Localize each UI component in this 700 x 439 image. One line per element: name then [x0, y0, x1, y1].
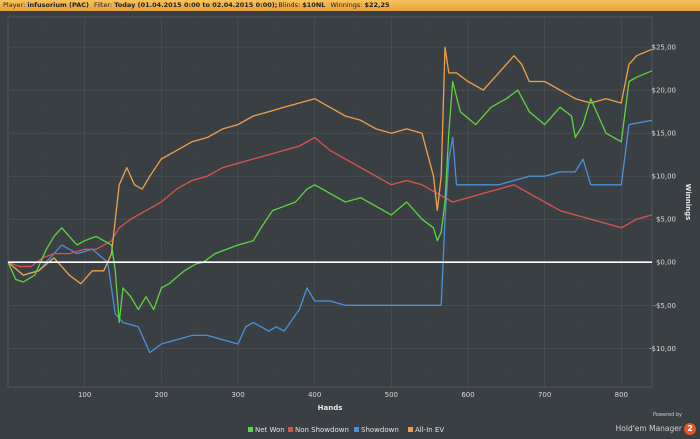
y-tick-label: $0,00: [656, 259, 676, 267]
filter-label: Filter:: [94, 1, 113, 9]
winnings-label: Winnings:: [330, 1, 363, 9]
filter-value: Today (01.04.2015 0:00 to 02.04.2015 0:0…: [114, 1, 278, 9]
header-bar: Player: infusorium (PAC) Filter: Today (01…: [0, 0, 700, 11]
legend-item-non-showdown[interactable]: Non Showdown: [288, 426, 349, 434]
player-label: Player:: [3, 1, 26, 9]
product-name: Hold'em Manager: [615, 424, 682, 433]
legend[interactable]: Net Won Non Showdown Showdown All-In EV: [248, 426, 444, 434]
series-line-all-in-ev: [7, 46, 653, 285]
y-tick-label: $5,00: [656, 216, 676, 224]
winnings-graph: -$10,00 -$5,00 $0,00 $5,00 $10,00 $15,00 $20,0…: [7, 16, 692, 434]
x-tick-label: 700: [538, 391, 551, 399]
legend-item-showdown[interactable]: Showdown: [354, 426, 399, 434]
legend-item-all-in-ev[interactable]: All-In EV: [408, 426, 444, 434]
x-axis-label: Hands: [318, 404, 343, 412]
y-axis-ticks: -$10,00 -$5,00 $0,00 $5,00 $10,00 $15,00 $20,0…: [649, 44, 676, 353]
powered-by-text: Powered by: [653, 412, 682, 418]
series-lines: [7, 46, 653, 354]
x-tick-label: 100: [78, 391, 91, 399]
blinds-label: Blinds:: [278, 1, 301, 9]
legend-label: Non Showdown: [295, 426, 349, 434]
series-line-non-showdown: [7, 136, 653, 268]
x-axis-ticks: 100 200 300 400 500 600 700 800: [78, 391, 628, 399]
legend-swatch: [288, 427, 293, 432]
y-tick-label: -$10,00: [649, 345, 676, 353]
player-value: infusorium (PAC): [27, 1, 89, 9]
series-line-net-won: [7, 70, 653, 324]
legend-swatch: [408, 427, 413, 432]
y-tick-label: $15,00: [652, 130, 677, 138]
x-tick-label: 600: [461, 391, 474, 399]
series-line-showdown: [7, 119, 653, 354]
y-tick-label: -$5,00: [653, 302, 676, 310]
x-tick-label: 500: [385, 391, 398, 399]
branding: Powered by Hold'em Manager 2: [616, 412, 696, 437]
y-tick-label: $10,00: [652, 173, 677, 181]
legend-swatch: [354, 427, 359, 432]
legend-item-net-won[interactable]: Net Won: [248, 426, 285, 434]
legend-label: Showdown: [361, 426, 399, 434]
plot-border: [7, 16, 653, 388]
y-tick-label: $25,00: [652, 44, 677, 52]
winnings-value: $22,25: [364, 1, 390, 9]
y-tick-label: $20,00: [652, 87, 677, 95]
legend-label: All-In EV: [415, 426, 444, 434]
x-tick-label: 200: [155, 391, 168, 399]
hm2-logo-icon: 2: [684, 422, 696, 435]
x-tick-label: 300: [231, 391, 244, 399]
grid: [7, 16, 653, 388]
legend-swatch: [248, 427, 253, 432]
x-tick-label: 800: [615, 391, 628, 399]
y-axis-label: Winnings: [684, 184, 692, 221]
legend-label: Net Won: [255, 426, 285, 434]
x-tick-label: 400: [308, 391, 321, 399]
blinds-value: $10NL: [302, 1, 326, 9]
